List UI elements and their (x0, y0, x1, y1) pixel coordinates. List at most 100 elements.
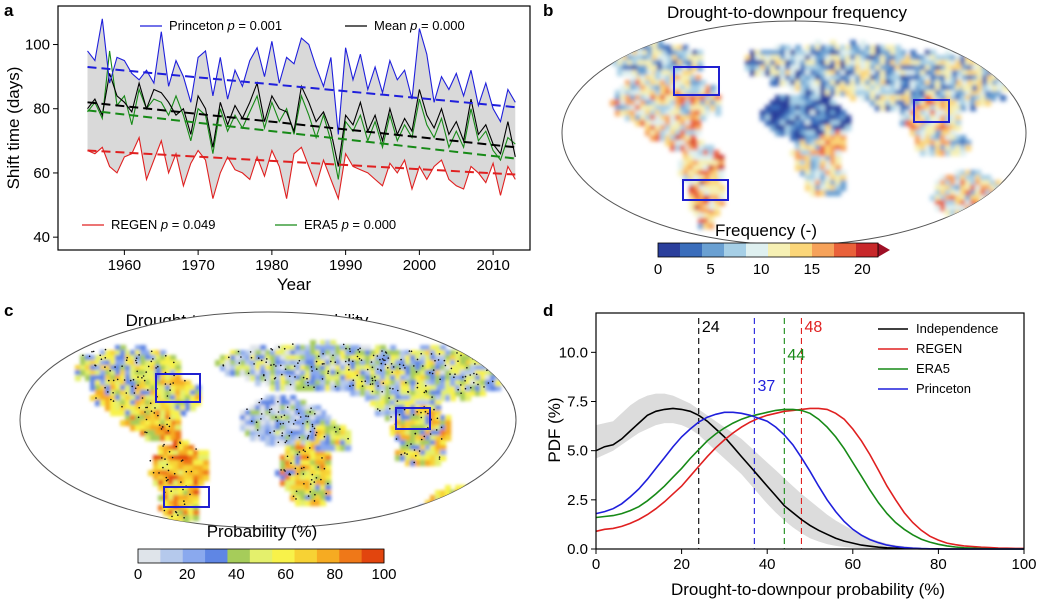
colorbar-tick-label: 0 (134, 566, 142, 583)
series-line-regen (87, 135, 516, 201)
y-tick-label: 60 (33, 165, 50, 182)
x-tick-label: 2010 (476, 257, 509, 274)
colorbar-segment (856, 243, 879, 257)
x-tick-label: 80 (930, 556, 947, 573)
colorbar-tick-label: 80 (326, 566, 343, 583)
panel-a-range-band (87, 18, 516, 199)
region-box-southeast-asia (913, 99, 950, 123)
colorbar-segment (361, 549, 385, 563)
colorbar-segment (746, 243, 769, 257)
colorbar-tick-label: 20 (854, 261, 871, 278)
colorbar-tick-label: 40 (228, 566, 245, 583)
x-tick-label: 0 (592, 556, 600, 573)
colorbar-segment (790, 243, 813, 257)
panel-b-colorbar-label: Frequency (-) (715, 221, 817, 240)
x-tick-label: 100 (1011, 556, 1036, 573)
panel-d-ylabel: PDF (%) (545, 397, 564, 462)
x-tick-label: 1980 (255, 257, 288, 274)
panel-d-frame (595, 312, 1025, 550)
legend-label-princeton: Princeton (916, 381, 971, 396)
colorbar-segment (680, 243, 703, 257)
marker-label-princeton: 37 (757, 378, 775, 395)
map-color-field (610, 40, 1014, 237)
colorbar-segment (205, 549, 228, 563)
legend-label-regen: REGEN p = 0.049 (111, 217, 215, 232)
panel-c-probability-field (75, 340, 502, 527)
x-tick-label: 40 (759, 556, 776, 573)
colorbar-frame (657, 242, 879, 258)
marker-label-independence: 24 (702, 319, 720, 336)
pdf-curve-era5 (595, 408, 1024, 550)
colorbar-tick-label: 100 (371, 566, 396, 583)
region-box-south-america (682, 179, 729, 201)
colorbar-segment (339, 549, 363, 563)
panel-a-frame (57, 5, 531, 251)
region-box-south-america (163, 486, 210, 508)
y-tick-label: 2.5 (567, 492, 588, 509)
independence-range-band (596, 393, 1024, 549)
x-tick-label: 20 (673, 556, 690, 573)
panel-b-frequency-field (610, 40, 1014, 237)
colorbar-segment (227, 549, 251, 563)
colorbar-segment (834, 243, 857, 257)
y-tick-label: 40 (33, 229, 50, 246)
panel-d-xlabel: Drought-to-downpour probability (%) (671, 580, 945, 599)
colorbar-frame (137, 548, 385, 564)
colorbar-segment (138, 549, 161, 563)
panel-d-label: d (543, 301, 553, 320)
x-tick-label: 1970 (181, 257, 214, 274)
colorbar-segment (768, 243, 791, 257)
x-tick-label: 60 (844, 556, 861, 573)
trend-line-regen (87, 149, 516, 176)
panel-c-colorbar-label: Probability (%) (207, 522, 318, 541)
panel-a-label: a (4, 1, 14, 20)
panel-b-map: b Drought-to-downpour frequency Frequenc… (543, 1, 1027, 278)
colorbar-tick-label: 20 (179, 566, 196, 583)
pdf-curve-regen (595, 407, 1024, 550)
legend-label-princeton: Princeton p = 0.001 (169, 18, 282, 33)
colorbar-segment (294, 549, 318, 563)
colorbar-tick-label: 10 (753, 261, 770, 278)
trend-line-princeton (87, 66, 516, 109)
y-tick-label: 100 (25, 37, 50, 54)
colorbar-segment (160, 549, 184, 563)
colorbar-segment (272, 549, 296, 563)
y-tick-label: 10.0 (559, 344, 588, 361)
y-tick-label: 7.5 (567, 394, 588, 411)
y-tick-label: 0.0 (567, 541, 588, 558)
legend-label-mean: Mean p = 0.000 (374, 18, 465, 33)
series-line-era5 (87, 50, 516, 180)
y-tick-label: 5.0 (567, 443, 588, 460)
panel-c-label: c (4, 301, 13, 320)
marker-label-era5: 44 (787, 347, 805, 364)
panel-c-map: c Drought-to-downpour probability Probab… (4, 301, 517, 583)
legend-label-independence: Independence (916, 321, 998, 336)
colorbar-tick-label: 0 (654, 261, 662, 278)
colorbar-segment (724, 243, 747, 257)
colorbar-segment (249, 549, 273, 563)
x-tick-label: 2000 (403, 257, 436, 274)
legend-label-era5: ERA5 (916, 361, 950, 376)
panel-c-colorbar: 0 20 40 60 80 100 (134, 548, 397, 583)
x-tick-label: 1960 (108, 257, 141, 274)
panel-a-xlabel: Year (277, 275, 312, 294)
legend-label-regen: REGEN (916, 341, 962, 356)
panel-a-chart: a 1960 1970 1980 1990 2000 2010 40 60 80 100 Year… (4, 1, 531, 294)
trend-line-era5 (87, 109, 516, 160)
x-tick-label: 1990 (329, 257, 362, 274)
colorbar-tick-label: 5 (706, 261, 714, 278)
legend-label-era5: ERA5 p = 0.000 (304, 217, 396, 232)
region-box-eastern-us (673, 66, 720, 96)
marker-label-regen: 48 (805, 319, 823, 336)
y-tick-label: 80 (33, 101, 50, 118)
colorbar-segment (812, 243, 835, 257)
colorbar-segment (658, 243, 681, 257)
panel-b-colorbar: 0 5 10 15 20 (654, 242, 890, 278)
region-box-southeast-asia (395, 407, 431, 430)
panel-b-label: b (543, 1, 553, 20)
trend-line-mean (87, 101, 516, 149)
colorbar-segment (316, 549, 340, 563)
colorbar-segment (182, 549, 206, 563)
